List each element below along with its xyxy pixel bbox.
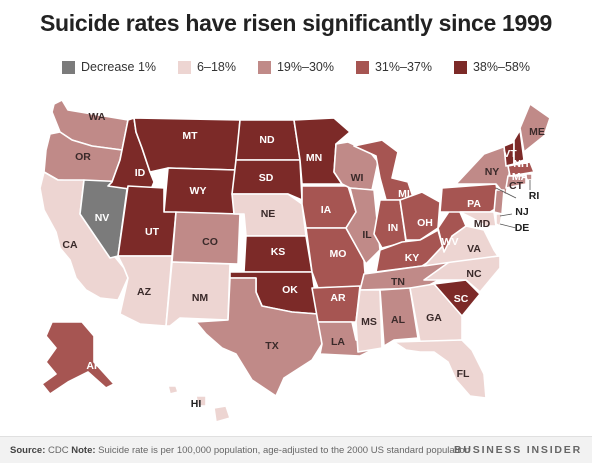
state-label-ny: NY — [485, 166, 500, 178]
state-label-mo: MO — [330, 248, 347, 260]
state-ct — [505, 175, 527, 189]
state-label-ri: RI — [529, 190, 540, 202]
legend-item-6-18: 6–18% — [178, 60, 236, 74]
legend: Decrease 1% 6–18% 19%–30% 31%–37% 38%–58… — [0, 60, 592, 74]
callout-lines — [495, 180, 531, 229]
state-ak — [41, 321, 115, 395]
legend-item-decrease: Decrease 1% — [62, 60, 156, 74]
state-label-la: LA — [331, 336, 345, 348]
legend-label: 31%–37% — [374, 60, 432, 74]
note-text: Suicide rate is per 100,000 population, … — [98, 445, 470, 456]
state-label-ms: MS — [361, 316, 377, 328]
state-label-az: AZ — [137, 286, 152, 298]
brand-logo: BUSINESS INSIDER — [454, 444, 582, 456]
state-label-me: ME — [529, 126, 545, 138]
state-label-de: DE — [515, 222, 530, 234]
state-me — [519, 103, 551, 153]
state-ma — [507, 161, 535, 177]
state-label-ut: UT — [145, 226, 160, 238]
state-label-nm: NM — [192, 292, 209, 304]
state-label-nj: NJ — [515, 206, 529, 218]
state-label-md: MD — [474, 218, 491, 230]
legend-item-38-58: 38%–58% — [453, 60, 530, 74]
state-label-or: OR — [75, 151, 91, 163]
state-label-ky: KY — [405, 252, 420, 264]
state-sd — [231, 159, 303, 201]
state-label-wa: WA — [89, 111, 106, 123]
source-label: Source: — [10, 445, 46, 456]
state-label-in: IN — [388, 222, 399, 234]
state-label-nd: ND — [259, 134, 275, 146]
state-al — [379, 287, 419, 347]
state-label-id: ID — [135, 167, 146, 179]
state-label-nv: NV — [95, 212, 110, 224]
state-label-co: CO — [202, 236, 218, 248]
state-label-vt: VT — [503, 148, 517, 160]
state-label-ak: AK — [86, 360, 102, 372]
state-ms — [355, 289, 383, 353]
state-label-mi: MI — [398, 188, 410, 200]
state-label-ks: KS — [271, 246, 286, 258]
state-sc — [433, 279, 481, 317]
state-label-mn: MN — [306, 152, 322, 164]
state-ga — [409, 283, 463, 343]
state-label-oh: OH — [417, 217, 433, 229]
legend-item-31-37: 31%–37% — [355, 60, 432, 74]
state-mt — [133, 117, 241, 173]
state-label-sc: SC — [454, 293, 469, 305]
legend-label: Decrease 1% — [81, 60, 157, 74]
state-label-mt: MT — [182, 130, 198, 142]
source-text: CDC — [48, 445, 69, 456]
state-md — [459, 211, 497, 227]
state-fl — [393, 339, 487, 399]
state-nm — [165, 261, 231, 327]
legend-swatch — [355, 60, 369, 74]
state-label-wy: WY — [190, 185, 207, 197]
state-hi — [213, 405, 231, 423]
note-label: Note: — [71, 445, 96, 456]
state-label-nc: NC — [466, 268, 482, 280]
state-label-ct: CT — [509, 180, 524, 192]
state-label-hi: HI — [191, 398, 202, 410]
legend-swatch — [453, 60, 467, 74]
state-label-ga: GA — [426, 312, 442, 324]
legend-label: 38%–58% — [472, 60, 530, 74]
state-il — [345, 187, 381, 265]
state-label-ne: NE — [261, 208, 276, 220]
state-label-tx: TX — [265, 340, 278, 352]
state-tx — [195, 277, 323, 397]
source-note: Source: CDC Note: Suicide rate is per 10… — [10, 445, 470, 456]
state-label-ia: IA — [321, 204, 332, 216]
map-title: Suicide rates have risen significantly s… — [40, 10, 552, 36]
state-hi — [195, 395, 207, 407]
state-label-ma: MA — [512, 171, 529, 183]
footer: Source: CDC Note: Suicide rate is per 10… — [0, 436, 592, 463]
legend-item-19-30: 19%–30% — [257, 60, 334, 74]
legend-label: 6–18% — [197, 60, 236, 74]
state-label-tn: TN — [391, 276, 405, 288]
state-co — [171, 211, 241, 265]
state-label-pa: PA — [467, 198, 481, 210]
state-label-fl: FL — [457, 368, 470, 380]
state-label-nh: NH — [513, 158, 528, 170]
state-label-ok: OK — [282, 284, 298, 296]
legend-swatch — [178, 60, 192, 74]
state-label-il: IL — [362, 229, 372, 241]
legend-swatch — [62, 60, 75, 74]
state-hi — [167, 385, 179, 395]
state-label-ca: CA — [62, 239, 78, 251]
state-label-wi: WI — [351, 172, 364, 184]
state-label-wv: WV — [442, 236, 459, 248]
legend-swatch — [257, 60, 271, 74]
us-choropleth-map: WA OR CA NV ID MT WY UT AZ CO NM ND SD NE KS OK TX MN IA MO… — [39, 99, 551, 423]
state-label-va: VA — [467, 243, 481, 255]
state-label-al: AL — [391, 314, 406, 326]
state-label-sd: SD — [259, 172, 274, 184]
legend-label: 19%–30% — [276, 60, 334, 74]
state-nh — [513, 129, 525, 165]
state-label-ar: AR — [330, 292, 346, 304]
state-nj — [493, 189, 505, 215]
